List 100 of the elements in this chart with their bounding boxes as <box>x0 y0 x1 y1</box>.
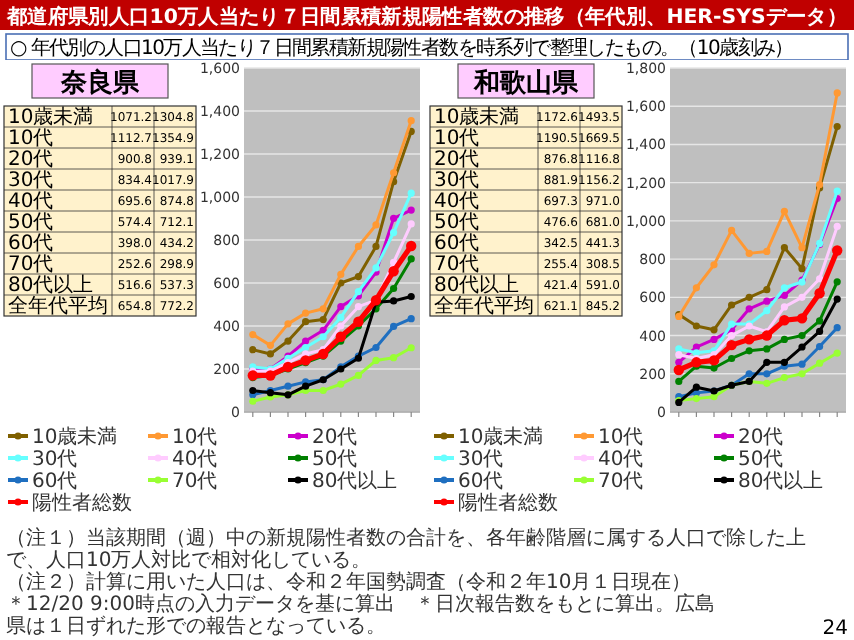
point <box>337 279 345 287</box>
point <box>353 316 364 327</box>
point <box>691 357 702 368</box>
point <box>337 313 345 321</box>
point <box>798 343 806 351</box>
point <box>728 331 736 340</box>
point <box>816 359 824 367</box>
point <box>302 309 310 317</box>
point <box>675 377 683 386</box>
point <box>407 255 415 263</box>
legend-label: 80代以上 <box>738 469 824 493</box>
legend-label: 50代 <box>738 449 784 471</box>
point <box>763 307 771 315</box>
point <box>372 343 380 352</box>
point <box>780 291 788 300</box>
point <box>319 386 327 395</box>
point <box>816 275 824 283</box>
point <box>798 265 806 273</box>
point <box>284 320 292 328</box>
point <box>337 270 345 278</box>
point <box>816 317 824 325</box>
point <box>284 382 292 390</box>
point <box>745 293 753 301</box>
point <box>833 349 841 357</box>
point <box>726 339 737 351</box>
legend-label: 20代 <box>738 427 784 449</box>
point <box>372 242 380 251</box>
point <box>798 360 806 368</box>
point <box>763 297 771 305</box>
point <box>763 358 771 366</box>
point <box>390 214 398 222</box>
point <box>814 288 825 299</box>
point <box>302 337 310 345</box>
point <box>354 242 362 251</box>
point <box>407 315 415 323</box>
point <box>388 266 399 277</box>
legend-label: 60代 <box>458 471 504 493</box>
point <box>407 292 415 301</box>
point <box>728 301 736 309</box>
point <box>337 380 345 388</box>
point <box>390 297 398 305</box>
point <box>745 370 753 378</box>
point <box>407 206 415 214</box>
point <box>816 327 824 336</box>
point <box>798 293 806 301</box>
point <box>692 322 700 330</box>
point <box>816 342 824 351</box>
legend-label: 陽性者総数 <box>458 491 558 515</box>
point <box>390 169 398 177</box>
point <box>744 334 755 345</box>
legend-label: 30代 <box>32 449 78 471</box>
text: ＊12/20 9:00時点の入力データを基に算出 ＊日次報告数をもとに算出。広島県は１日ずれた形での報告となっている。 <box>6 592 715 638</box>
point <box>832 245 843 256</box>
text: 24 <box>822 618 848 640</box>
point <box>675 345 683 353</box>
point <box>763 286 771 294</box>
point <box>763 247 771 256</box>
legend-label: 70代 <box>598 471 644 493</box>
point <box>249 386 257 395</box>
point <box>710 335 718 343</box>
point <box>763 379 771 387</box>
point <box>390 258 398 267</box>
point <box>728 226 736 235</box>
point <box>390 284 398 293</box>
point <box>761 330 772 341</box>
text: （注２）計算に用いた人口は、令和２年国勢調査（令和２年10月１日現在） <box>6 570 692 594</box>
point <box>249 331 257 339</box>
legend-label: 50代 <box>312 449 358 471</box>
point <box>675 358 683 366</box>
point <box>692 284 700 292</box>
point <box>710 261 718 269</box>
chart-title: 奈良県 <box>59 67 141 99</box>
point <box>833 278 841 286</box>
point <box>319 305 327 313</box>
point <box>390 229 398 237</box>
point <box>337 322 345 330</box>
legend-label: 40代 <box>598 449 644 471</box>
point <box>354 272 362 281</box>
point <box>710 364 718 372</box>
point <box>284 337 292 345</box>
point <box>372 356 380 364</box>
point <box>745 305 753 313</box>
legend-label: 20代 <box>312 427 358 449</box>
point <box>780 207 788 215</box>
text: ○ 年代別の人口10万人当たり７日間累積新規陽性者数を時系列で整理したもの。（10歳刻み） <box>10 36 793 60</box>
point <box>833 324 841 332</box>
point <box>728 354 736 363</box>
legend-label: 60代 <box>32 471 78 493</box>
point <box>833 295 841 303</box>
point <box>763 345 771 353</box>
point <box>780 244 788 252</box>
point <box>710 393 718 401</box>
point <box>796 313 808 324</box>
text: 都道府県別人口10万人当たり７日間累積新規陽性者数の推移（年代別、HER-SYSデータ） <box>4 5 847 29</box>
point <box>354 371 362 380</box>
point <box>673 364 684 376</box>
point <box>798 244 806 252</box>
point <box>728 320 736 328</box>
point <box>780 303 788 311</box>
point <box>675 351 683 359</box>
